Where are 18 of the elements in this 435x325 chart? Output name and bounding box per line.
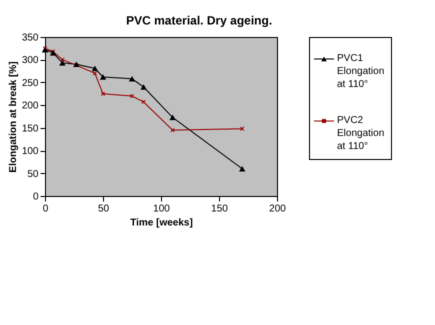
y-tick-label: 200 xyxy=(22,100,39,112)
y-tick-label: 350 xyxy=(22,32,39,44)
y-tick-label: 300 xyxy=(22,55,39,66)
x-tick-label: 150 xyxy=(211,204,228,214)
y-tick-label: 50 xyxy=(27,168,39,180)
legend-label: PVC2 Elongation at 110° xyxy=(337,115,384,152)
x-tick-label: 50 xyxy=(98,204,110,214)
legend-label: PVC1 Elongation at 110° xyxy=(337,53,384,90)
x-tick-label: 200 xyxy=(269,204,286,214)
x-tick-label: 100 xyxy=(153,204,170,214)
y-axis-title: Elongation at break [%] xyxy=(8,61,19,173)
x-axis-title: Time [weeks] xyxy=(130,218,193,228)
y-tick-label: 250 xyxy=(22,78,39,89)
y-tick-label: 100 xyxy=(22,146,39,158)
y-tick-label: 0 xyxy=(32,192,39,202)
y-tick-label: 150 xyxy=(22,123,39,134)
x-tick-label: 0 xyxy=(42,204,49,214)
chart-title: PVC material. Dry ageing. xyxy=(126,14,272,28)
